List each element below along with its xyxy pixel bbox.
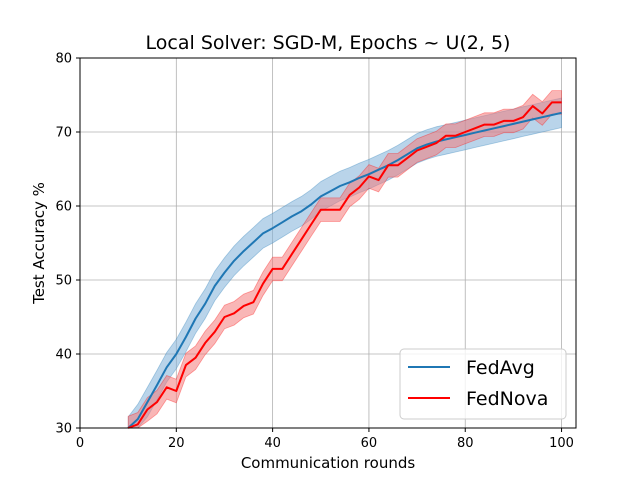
band-fedavg bbox=[127, 97, 562, 429]
y-tick-label: 30 bbox=[55, 422, 72, 437]
x-tick-label: 0 bbox=[76, 436, 84, 451]
y-tick-label: 70 bbox=[55, 126, 72, 141]
x-tick-label: 20 bbox=[168, 436, 185, 451]
plot-frame bbox=[79, 57, 577, 429]
x-tick-label: 60 bbox=[361, 436, 378, 451]
x-axis-ticks: 0 20 40 60 80 100 bbox=[76, 428, 574, 451]
y-tick-label: 60 bbox=[55, 200, 72, 215]
y-tick-label: 50 bbox=[55, 274, 72, 289]
series-line-fednova bbox=[127, 101, 562, 429]
confidence-bands bbox=[127, 90, 562, 429]
chart-title: Local Solver: SGD-M, Epochs ~ U(2, 5) bbox=[146, 32, 511, 54]
legend: FedAvg FedNova bbox=[399, 348, 567, 420]
y-tick-label: 80 bbox=[55, 52, 72, 67]
x-tick-label: 100 bbox=[549, 436, 574, 451]
y-tick-label: 40 bbox=[55, 348, 72, 363]
series-lines bbox=[127, 101, 562, 429]
legend-label-fedavg: FedAvg bbox=[466, 357, 535, 379]
x-tick-label: 80 bbox=[457, 436, 474, 451]
series-line-fedavg bbox=[127, 111, 562, 429]
legend-label-fednova: FedNova bbox=[466, 388, 548, 410]
x-axis-label: Communication rounds bbox=[241, 454, 416, 472]
band-fednova bbox=[127, 90, 562, 429]
x-tick-label: 40 bbox=[264, 436, 281, 451]
y-axis-ticks: 30 40 50 60 70 80 bbox=[55, 52, 80, 437]
y-axis-label: Test Accuracy % bbox=[30, 182, 48, 305]
